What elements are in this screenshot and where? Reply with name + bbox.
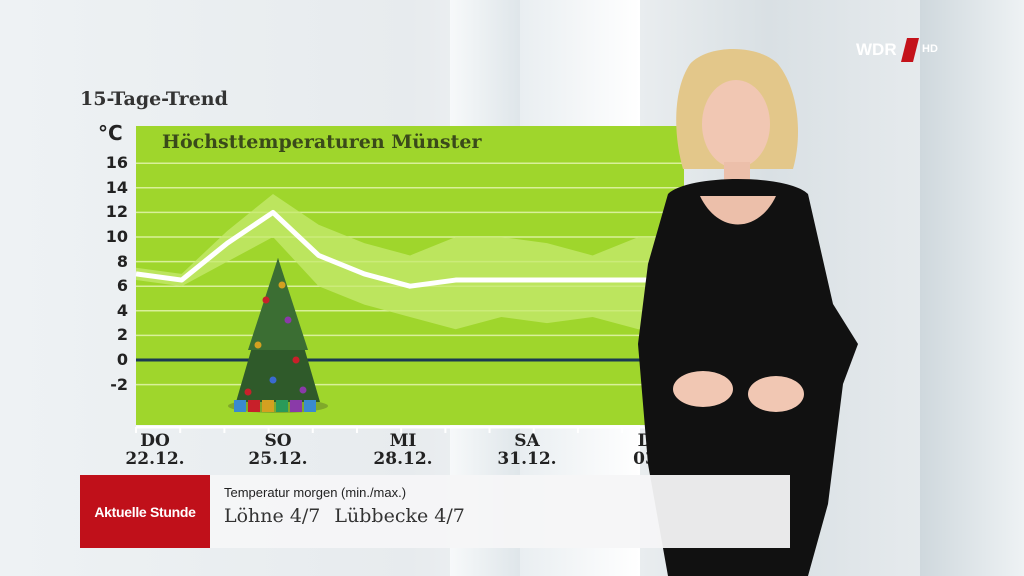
y-tick-label: 10 xyxy=(105,227,128,246)
tree-ornament xyxy=(262,296,270,304)
tree-ornament xyxy=(299,386,307,394)
gift-box xyxy=(290,400,302,412)
chart-title: Höchsttemperaturen Münster xyxy=(162,131,482,153)
x-tick-label: SA 31.12. xyxy=(497,431,557,469)
tree-ornament xyxy=(254,341,262,349)
y-tick-label: 16 xyxy=(105,153,128,173)
y-tick-label: 0 xyxy=(116,350,128,369)
x-tick-label: SO 25.12. xyxy=(248,431,308,469)
tree-ornament xyxy=(244,388,252,396)
gift-box xyxy=(262,400,274,412)
y-tick-label: -2 xyxy=(110,374,128,394)
christmas-tree-upper xyxy=(248,258,308,350)
tree-ornament xyxy=(278,281,286,289)
x-tick-label: DO 22.12. xyxy=(125,431,185,469)
logo-hd: HD xyxy=(922,43,938,55)
y-tick-label: 14 xyxy=(105,177,128,197)
y-tick-label: 12 xyxy=(105,202,128,222)
uncertainty-band xyxy=(136,193,684,330)
tree-ornament xyxy=(284,316,292,324)
y-tick-label: 4 xyxy=(116,300,128,320)
logo-text: WDR xyxy=(856,40,897,59)
tree-ornament xyxy=(292,356,300,364)
ticker-subtitle: Temperatur morgen (min./max.) xyxy=(224,485,407,500)
x-tick-label: MI 28.12. xyxy=(373,431,433,469)
trend-title: 15-Tage-Trend xyxy=(80,88,228,110)
ticker-entry: Lübbecke 4/7 xyxy=(334,505,465,527)
gift-box xyxy=(304,400,316,412)
gift-box xyxy=(248,400,260,412)
ticker-entries: Löhne 4/7 Lübbecke 4/7 xyxy=(224,505,465,527)
y-tick-label: 6 xyxy=(116,276,128,296)
gift-box xyxy=(234,400,246,412)
y-tick-label: 8 xyxy=(116,251,128,271)
program-label: Aktuelle Stunde xyxy=(80,475,210,548)
y-axis-unit: °C xyxy=(98,121,123,145)
tree-ornament xyxy=(269,376,277,384)
lower-third: Aktuelle Stunde Temperatur morgen (min./… xyxy=(80,475,790,548)
ticker-entry: Löhne 4/7 xyxy=(224,505,321,527)
studio-background xyxy=(920,0,1024,576)
gift-box xyxy=(276,400,288,412)
y-tick-label: 2 xyxy=(116,325,128,345)
